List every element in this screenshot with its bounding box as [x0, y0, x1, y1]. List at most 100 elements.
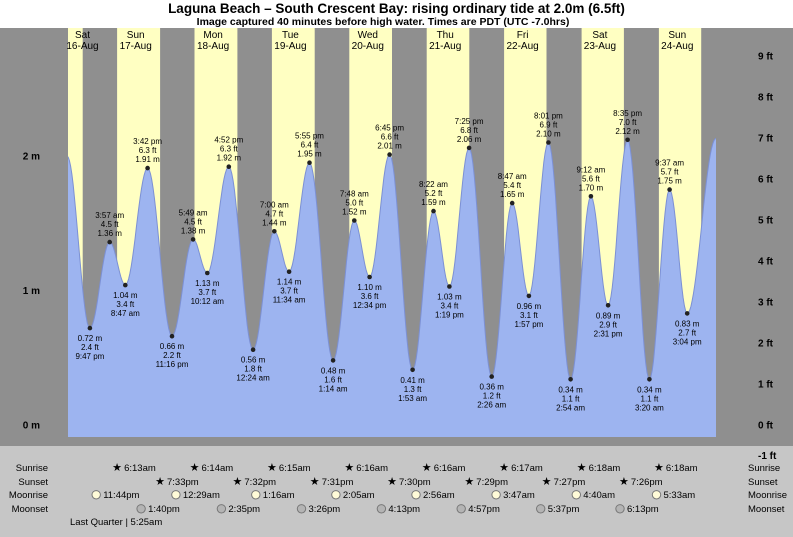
tide-annotation: 2.4 ft [81, 343, 100, 352]
tide-annotation: 7.0 ft [619, 118, 638, 127]
y-axis-left-label: 2 m [23, 152, 40, 163]
tide-annotation: 1.8 ft [244, 365, 263, 374]
date-label: 17-Aug [120, 41, 152, 52]
sunrise-time: 6:16am [356, 463, 388, 474]
moonrise-time: 2:05am [343, 490, 375, 501]
tide-annotation: 2.12 m [615, 127, 640, 136]
moonset-icon [216, 504, 227, 514]
tide-extreme-dot [568, 377, 573, 382]
tide-annotation: 5.6 ft [582, 174, 601, 183]
moon-phase-note: Last Quarter | 5:25am [70, 517, 162, 528]
moonrise-time: 3:47am [503, 490, 535, 501]
tide-annotation: 7:00 am [260, 200, 289, 209]
tide-annotation: 2.9 ft [599, 320, 618, 329]
tide-annotation: 1.52 m [342, 208, 367, 217]
moonrise-time: 5:33am [664, 490, 696, 501]
tide-annotation: 4.5 ft [184, 217, 203, 226]
tide-annotation: 1.13 m [195, 279, 220, 288]
moonset-time: 6:13pm [627, 504, 659, 515]
tide-annotation: 9:47 pm [75, 352, 104, 361]
tide-extreme-dot [387, 152, 392, 157]
y-axis-right-label: 3 ft [758, 298, 774, 309]
tide-annotation: 1.6 ft [324, 375, 343, 384]
tide-extreme-dot [667, 187, 672, 192]
tide-annotation: 8:01 pm [534, 112, 563, 121]
tide-annotation: 8:47 am [498, 172, 527, 181]
tide-annotation: 1:14 am [319, 384, 348, 393]
moonset-time: 5:37pm [548, 504, 580, 515]
page-subtitle: Image captured 40 minutes before high wa… [196, 16, 570, 28]
sunset-time: 7:27pm [554, 477, 586, 488]
sunset-icon: ★ [542, 476, 552, 488]
tide-annotation: 1.44 m [262, 218, 287, 227]
tide-extreme-dot [123, 282, 128, 288]
tide-annotation: 11:16 pm [156, 360, 189, 369]
tide-extreme-dot [647, 377, 652, 382]
tide-annotation: 6.3 ft [139, 146, 158, 155]
sunset-time: 7:30pm [399, 477, 431, 488]
tide-extreme-dot [466, 145, 472, 151]
tide-extreme-dot [367, 274, 372, 280]
tide-extreme-dot [205, 270, 210, 276]
tide-annotation: 2.2 ft [163, 351, 182, 360]
moonrise-row-label-left: Moonrise [9, 490, 48, 501]
tide-extreme-dot [588, 194, 594, 199]
tide-extreme-dot [145, 165, 150, 171]
tide-annotation: 4:52 pm [214, 136, 243, 145]
tide-annotation: 1.38 m [181, 226, 206, 235]
moonrise-icon [331, 490, 341, 500]
tide-annotation: 0.72 m [78, 334, 103, 343]
tide-annotation: 3.7 ft [280, 287, 299, 296]
tide-annotation: 2:31 pm [594, 329, 623, 338]
sunset-icon: ★ [619, 476, 629, 488]
tide-annotation: 1.2 ft [483, 392, 502, 401]
tide-annotation: 8:47 am [111, 309, 140, 318]
moonrise-icon [411, 490, 421, 500]
sunrise-row-label-right: Sunrise [748, 463, 780, 474]
tide-annotation: 1.59 m [421, 198, 446, 207]
tide-annotation: 1.75 m [657, 177, 682, 186]
moonrise-time: 2:56am [423, 490, 455, 501]
tide-extreme-dot [272, 229, 277, 234]
sunrise-row-label-left: Sunrise [16, 463, 48, 474]
moonset-icon [136, 504, 146, 514]
sunrise-time: 6:16am [434, 463, 466, 474]
moonrise-time: 12:29am [183, 490, 220, 501]
sunrise-time: 6:17am [511, 463, 543, 474]
tide-annotation: 0.34 m [637, 385, 662, 394]
sunrise-time: 6:15am [279, 463, 311, 474]
tide-annotation: 7:25 pm [455, 117, 484, 126]
tide-annotation: 12:34 pm [353, 301, 387, 310]
moonrise-icon [571, 490, 581, 500]
sunrise-icon: ★ [577, 462, 587, 474]
date-label: 24-Aug [661, 41, 693, 52]
page-title: Laguna Beach – South Crescent Bay: risin… [168, 1, 625, 16]
day-label: Wed [358, 30, 378, 41]
day-label: Sun [127, 30, 145, 41]
tide-annotation: 6.8 ft [460, 126, 479, 135]
tide-annotation: 3:42 pm [133, 137, 162, 146]
tide-annotation: 0.41 m [400, 376, 425, 385]
tide-annotation: 3.4 ft [441, 302, 460, 311]
tide-extreme-dot [410, 367, 415, 373]
sunset-icon: ★ [155, 476, 165, 488]
y-axis-right-label: 7 ft [758, 134, 774, 145]
sunrise-icon: ★ [654, 462, 664, 474]
moonrise-row-label-right: Moonrise [748, 490, 787, 501]
tide-annotation: 0.48 m [321, 366, 346, 375]
sunrise-time: 6:13am [124, 463, 156, 474]
date-label: 19-Aug [274, 41, 306, 52]
y-axis-left-label: 1 m [23, 286, 40, 297]
tide-annotation: 1.92 m [217, 154, 242, 163]
y-axis-right-label: 8 ft [758, 93, 774, 104]
tide-extreme-dot [307, 160, 312, 165]
tide-annotation: 11:34 am [273, 296, 306, 305]
tide-annotation: 6.9 ft [540, 121, 559, 130]
tide-annotation: 1:53 am [398, 394, 427, 403]
moonset-icon [296, 504, 307, 514]
date-label: 21-Aug [429, 41, 461, 52]
sunset-icon: ★ [464, 476, 474, 488]
moonset-icon [615, 504, 625, 514]
tide-annotation: 3:20 am [635, 403, 664, 412]
tide-annotation: 10:12 am [191, 297, 225, 306]
